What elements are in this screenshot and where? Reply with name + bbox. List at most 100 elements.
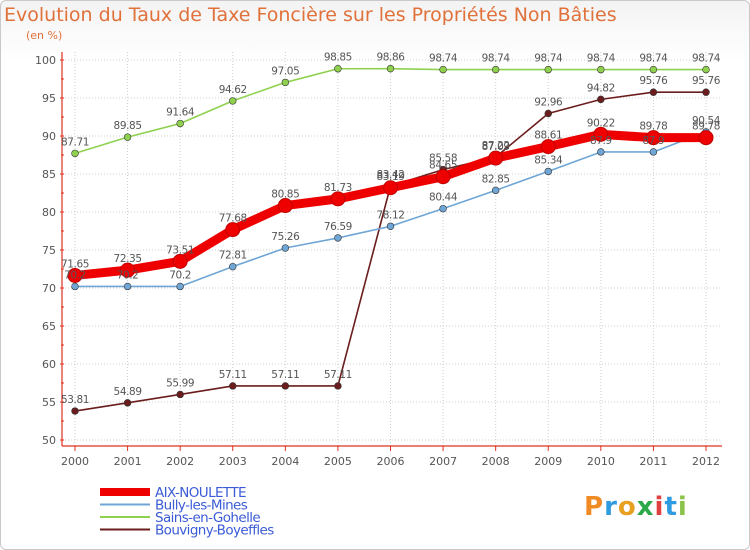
data-label: 98.85 bbox=[324, 52, 352, 64]
data-label: 95.76 bbox=[692, 75, 721, 87]
data-label: 90.54 bbox=[692, 115, 721, 127]
data-point bbox=[645, 130, 661, 146]
data-label: 57.11 bbox=[219, 369, 247, 381]
data-point bbox=[649, 88, 658, 96]
data-label: 85.58 bbox=[429, 153, 457, 165]
data-point bbox=[488, 150, 504, 166]
data-label: 54.89 bbox=[114, 386, 142, 398]
data-label: 98.74 bbox=[639, 53, 668, 65]
data-point bbox=[544, 167, 552, 176]
data-label: 83.19 bbox=[376, 171, 404, 183]
data-point bbox=[383, 180, 398, 196]
data-point bbox=[176, 119, 184, 128]
x-tick-label: 2006 bbox=[377, 455, 405, 468]
data-point bbox=[71, 282, 79, 291]
data-label: 85.34 bbox=[534, 154, 563, 166]
data-point bbox=[593, 126, 609, 142]
data-label: 95.76 bbox=[639, 75, 668, 87]
data-point bbox=[330, 191, 346, 207]
data-point bbox=[334, 65, 342, 73]
data-point bbox=[386, 64, 395, 73]
logo-letter: x bbox=[636, 492, 655, 522]
data-label: 94.82 bbox=[587, 82, 615, 94]
data-label: 87.71 bbox=[61, 136, 89, 148]
x-tick-label: 2009 bbox=[534, 455, 562, 468]
data-label: 89.85 bbox=[114, 120, 142, 132]
data-label: 81.73 bbox=[324, 182, 352, 194]
data-label: 97.05 bbox=[271, 65, 299, 77]
data-point bbox=[544, 65, 552, 74]
data-point bbox=[281, 382, 290, 390]
data-point bbox=[71, 407, 79, 415]
y-tick-label: 50 bbox=[42, 434, 56, 447]
data-point bbox=[649, 65, 658, 74]
data-label: 94.62 bbox=[219, 84, 247, 96]
data-label: 82.85 bbox=[482, 173, 510, 185]
data-label: 84.65 bbox=[429, 160, 457, 172]
y-tick-label: 90 bbox=[42, 130, 56, 143]
data-label: 57.11 bbox=[324, 369, 352, 381]
data-point bbox=[67, 267, 83, 283]
legend-label: Bouvigny-Boyeffles bbox=[155, 523, 274, 539]
data-label: 87.9 bbox=[590, 135, 612, 147]
y-tick-label: 85 bbox=[42, 168, 56, 181]
data-label: 98.74 bbox=[482, 53, 511, 65]
data-label: 70.2 bbox=[169, 269, 191, 281]
data-label: 72.35 bbox=[114, 253, 142, 265]
chart-title: Evolution du Taux de Taxe Foncière sur l… bbox=[4, 4, 617, 26]
data-point bbox=[176, 390, 184, 399]
logo-letter: o bbox=[617, 492, 637, 522]
data-point bbox=[229, 97, 237, 105]
x-tick-label: 2000 bbox=[61, 455, 89, 468]
data-label: 83.42 bbox=[376, 169, 404, 181]
y-tick-label: 95 bbox=[42, 92, 56, 105]
data-label: 78.12 bbox=[376, 209, 404, 221]
data-point bbox=[281, 244, 290, 252]
data-label: 55.99 bbox=[166, 377, 194, 389]
data-label: 98.86 bbox=[376, 52, 405, 64]
y-tick-label: 100 bbox=[35, 54, 56, 67]
data-label: 70.2 bbox=[64, 269, 86, 281]
data-label: 57.11 bbox=[271, 369, 299, 381]
x-tick-label: 2005 bbox=[324, 455, 352, 468]
x-tick-label: 2012 bbox=[692, 455, 720, 468]
x-tick-label: 2001 bbox=[114, 455, 142, 468]
data-point bbox=[277, 198, 293, 214]
data-point bbox=[386, 222, 395, 230]
legend-label: Sains-en-Gohelle bbox=[155, 510, 260, 526]
y-tick-label: 60 bbox=[42, 358, 56, 371]
data-point bbox=[702, 88, 710, 96]
data-label: 70.2 bbox=[117, 269, 139, 281]
data-label: 89.78 bbox=[692, 121, 720, 133]
x-tick-label: 2007 bbox=[429, 455, 457, 468]
x-tick-label: 2002 bbox=[166, 455, 194, 468]
data-label: 75.26 bbox=[271, 231, 300, 243]
data-label: 87.09 bbox=[482, 141, 510, 153]
data-point bbox=[698, 130, 714, 146]
proxiti-logo: Proxiti bbox=[584, 492, 688, 522]
data-label: 73.51 bbox=[166, 244, 194, 256]
data-label: 98.74 bbox=[534, 53, 563, 65]
data-point bbox=[123, 133, 132, 141]
x-tick-label: 2008 bbox=[482, 455, 510, 468]
data-point bbox=[281, 78, 290, 87]
data-point bbox=[225, 222, 241, 238]
y-unit-label: (en %) bbox=[26, 29, 63, 42]
data-point bbox=[334, 234, 342, 242]
data-point bbox=[597, 65, 605, 74]
legend-label: Bully-les-Mines bbox=[155, 498, 248, 514]
data-point bbox=[71, 149, 79, 158]
data-point bbox=[123, 399, 132, 407]
y-tick-label: 80 bbox=[42, 206, 56, 219]
data-point bbox=[702, 65, 710, 74]
data-label: 90.22 bbox=[587, 117, 615, 129]
data-point bbox=[439, 204, 447, 213]
data-point bbox=[229, 262, 237, 271]
data-point bbox=[229, 382, 237, 390]
data-point bbox=[544, 109, 552, 118]
x-tick-label: 2011 bbox=[639, 455, 667, 468]
x-tick-label: 2004 bbox=[271, 455, 299, 468]
data-label: 53.81 bbox=[61, 394, 89, 406]
y-tick-label: 75 bbox=[42, 244, 56, 257]
